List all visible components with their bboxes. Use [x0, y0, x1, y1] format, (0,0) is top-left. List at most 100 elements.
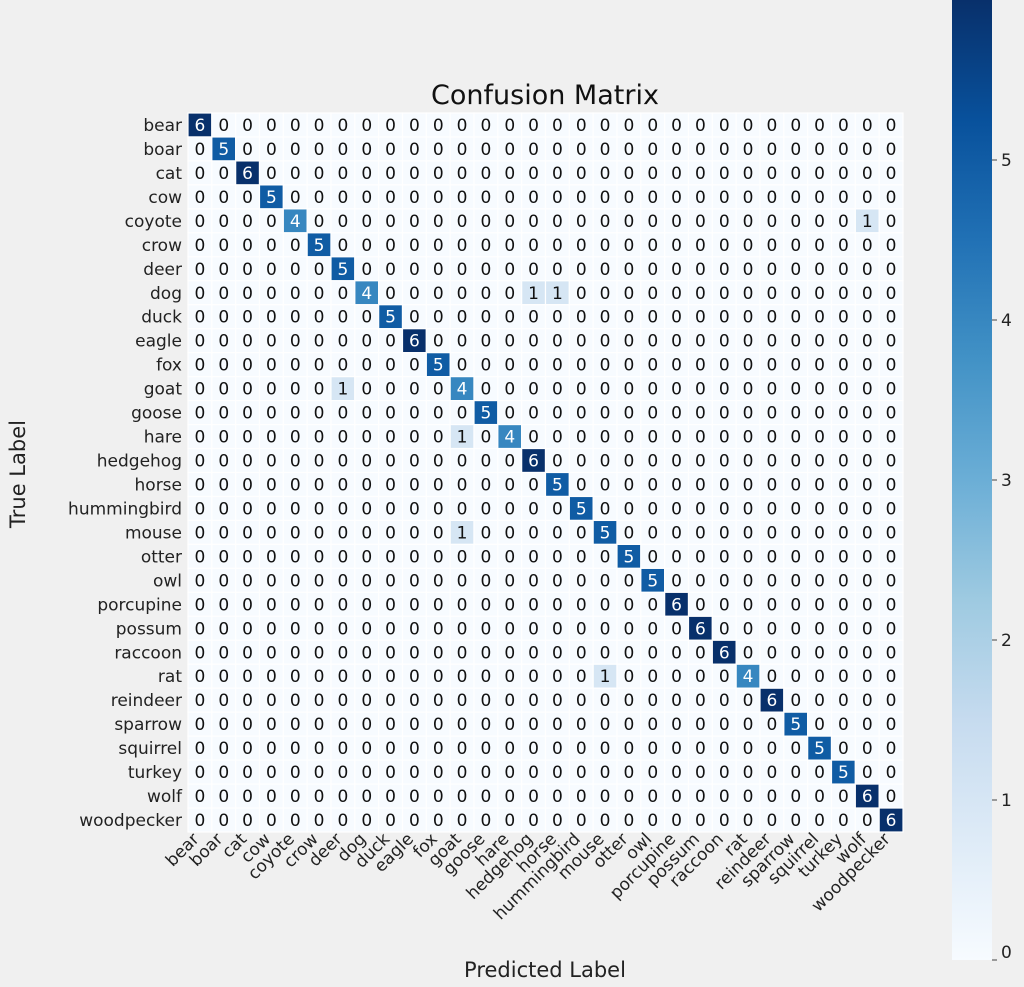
cell-value: 0 — [290, 140, 301, 160]
cell-value: 0 — [409, 260, 420, 280]
cell-value: 0 — [647, 452, 658, 472]
cell-value: 0 — [433, 332, 444, 352]
cell-value: 0 — [290, 643, 301, 663]
cell-value: 0 — [504, 308, 515, 328]
cell-value: 0 — [457, 356, 468, 376]
cell-value: 0 — [624, 308, 635, 328]
y-tick-label: deer — [143, 260, 182, 280]
cell-value: 0 — [433, 164, 444, 184]
cell-value: 0 — [528, 236, 539, 256]
cell-value: 0 — [218, 763, 229, 783]
cell-value: 0 — [504, 380, 515, 400]
cell-value: 0 — [552, 212, 563, 232]
cell-value: 0 — [719, 260, 730, 280]
cell-value: 0 — [862, 523, 873, 543]
cell-value: 0 — [195, 452, 206, 472]
cell-value: 0 — [409, 212, 420, 232]
cell-value: 0 — [767, 332, 778, 352]
cell-value: 0 — [719, 763, 730, 783]
cell-value: 0 — [385, 619, 396, 639]
cell-value: 0 — [671, 643, 682, 663]
cell-value: 0 — [790, 787, 801, 807]
cell-value: 0 — [886, 356, 897, 376]
cell-value: 0 — [576, 547, 587, 567]
cell-value: 0 — [886, 499, 897, 519]
cell-value: 0 — [600, 739, 611, 759]
cell-value: 0 — [790, 452, 801, 472]
cell-value: 0 — [385, 571, 396, 591]
cell-value: 0 — [695, 332, 706, 352]
cell-value: 0 — [361, 667, 372, 687]
cell-value: 0 — [385, 332, 396, 352]
cell-value: 0 — [767, 212, 778, 232]
cell-value: 0 — [266, 475, 277, 495]
cell-value: 0 — [695, 380, 706, 400]
cell-value: 0 — [457, 284, 468, 304]
cell-value: 0 — [361, 380, 372, 400]
cell-value: 0 — [338, 715, 349, 735]
cell-value: 0 — [647, 308, 658, 328]
cell-value: 0 — [862, 428, 873, 448]
y-tick-label: wolf — [147, 787, 183, 807]
cell-value: 0 — [647, 188, 658, 208]
cell-value: 0 — [385, 428, 396, 448]
cell-value: 0 — [504, 667, 515, 687]
cell-value: 0 — [504, 595, 515, 615]
cell-value: 0 — [767, 739, 778, 759]
cell-value: 0 — [218, 811, 229, 831]
cell-value: 0 — [624, 236, 635, 256]
cell-value: 0 — [552, 547, 563, 567]
cell-value: 6 — [242, 164, 253, 184]
cell-value: 0 — [576, 619, 587, 639]
cell-value: 0 — [242, 595, 253, 615]
cell-value: 0 — [504, 787, 515, 807]
cell-value: 0 — [314, 667, 325, 687]
cell-value: 0 — [814, 164, 825, 184]
cell-value: 0 — [481, 595, 492, 615]
cell-value: 0 — [266, 452, 277, 472]
y-tick-label: otter — [141, 547, 182, 567]
cell-value: 0 — [409, 428, 420, 448]
cell-value: 0 — [385, 595, 396, 615]
cell-value: 0 — [433, 212, 444, 232]
cell-value: 0 — [671, 667, 682, 687]
cell-value: 0 — [457, 619, 468, 639]
cell-value: 0 — [600, 380, 611, 400]
cell-value: 0 — [314, 356, 325, 376]
cell-value: 0 — [576, 260, 587, 280]
cell-value: 0 — [218, 236, 229, 256]
cell-value: 0 — [242, 404, 253, 424]
cell-value: 0 — [624, 212, 635, 232]
y-tick-label: rat — [158, 667, 182, 687]
cell-value: 0 — [481, 715, 492, 735]
cell-value: 0 — [195, 164, 206, 184]
cell-value: 1 — [338, 380, 349, 400]
cell-value: 0 — [600, 116, 611, 136]
cell-value: 0 — [671, 260, 682, 280]
cell-value: 0 — [218, 547, 229, 567]
cell-value: 0 — [290, 739, 301, 759]
cell-value: 0 — [266, 212, 277, 232]
cell-value: 0 — [457, 452, 468, 472]
cell-value: 0 — [266, 164, 277, 184]
cell-value: 0 — [814, 212, 825, 232]
cell-value: 0 — [576, 691, 587, 711]
cell-value: 0 — [385, 212, 396, 232]
cell-value: 0 — [719, 452, 730, 472]
cell-value: 0 — [242, 787, 253, 807]
cell-value: 0 — [886, 284, 897, 304]
cell-value: 0 — [338, 212, 349, 232]
cell-value: 0 — [528, 619, 539, 639]
cell-value: 0 — [314, 452, 325, 472]
cell-value: 0 — [457, 595, 468, 615]
cell-value: 0 — [361, 811, 372, 831]
cell-value: 0 — [290, 236, 301, 256]
colorbar-tick-label: 3 — [1001, 471, 1012, 491]
cell-value: 0 — [385, 811, 396, 831]
cell-value: 0 — [433, 140, 444, 160]
cell-value: 0 — [671, 499, 682, 519]
cell-value: 0 — [385, 523, 396, 543]
y-tick-label: possum — [116, 619, 182, 639]
cell-value: 4 — [743, 667, 754, 687]
cell-value: 0 — [790, 164, 801, 184]
